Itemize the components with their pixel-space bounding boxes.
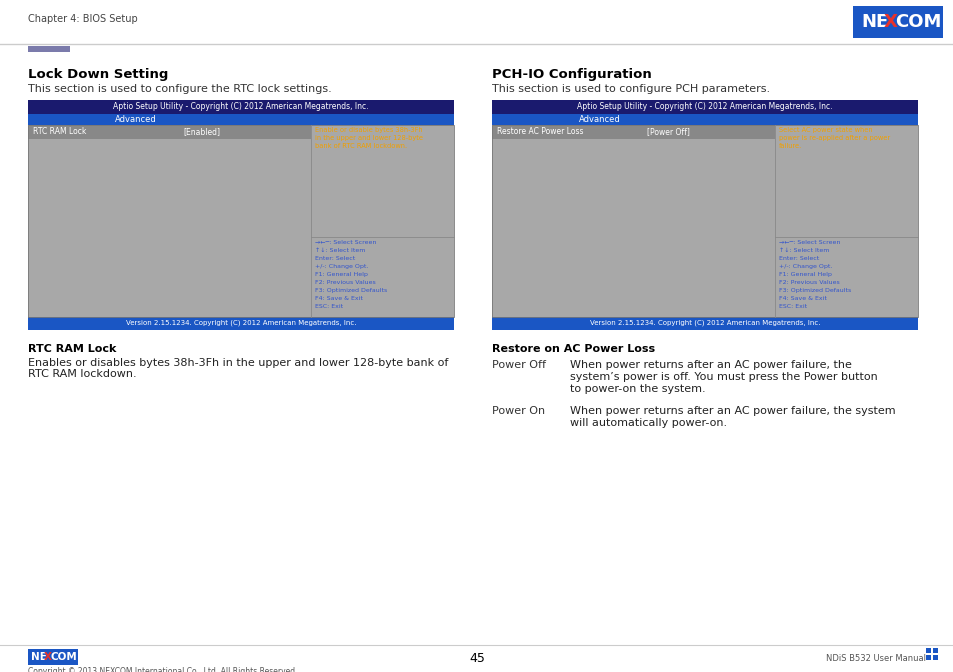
Bar (492, 317, 917, 330)
Text: NDiS B532 User Manual: NDiS B532 User Manual (825, 654, 925, 663)
Text: →←─: Select Screen: →←─: Select Screen (314, 240, 376, 245)
Text: ESC: Exit: ESC: Exit (779, 304, 806, 309)
Text: COM: COM (894, 13, 941, 31)
Text: F2: Previous Values: F2: Previous Values (314, 280, 375, 285)
Text: When power returns after an AC power failure, the: When power returns after an AC power fai… (569, 360, 851, 370)
Text: Advanced: Advanced (114, 115, 156, 124)
Text: Enter: Select: Enter: Select (314, 256, 355, 261)
Text: power is re-applied after a power: power is re-applied after a power (779, 135, 889, 141)
Text: Power On: Power On (492, 406, 544, 416)
Text: RTC RAM Lock: RTC RAM Lock (33, 127, 87, 136)
Bar (492, 125, 917, 317)
Bar (492, 100, 917, 114)
Bar (108, 114, 163, 125)
Text: Advanced: Advanced (578, 115, 619, 124)
Text: F4: Save & Exit: F4: Save & Exit (314, 296, 362, 301)
Text: X: X (44, 652, 52, 662)
Text: Aptio Setup Utility - Copyright (C) 2012 American Megatrends, Inc.: Aptio Setup Utility - Copyright (C) 2012… (113, 102, 369, 111)
Bar (28, 649, 78, 665)
Text: Power Off: Power Off (492, 360, 545, 370)
Text: F3: Optimized Defaults: F3: Optimized Defaults (314, 288, 387, 293)
Text: [Enabled]: [Enabled] (183, 127, 220, 136)
Bar (492, 114, 917, 125)
Text: Enter: Select: Enter: Select (779, 256, 819, 261)
Text: Aptio Setup Utility - Copyright (C) 2012 American Megatrends, Inc.: Aptio Setup Utility - Copyright (C) 2012… (577, 102, 832, 111)
Text: 45: 45 (469, 652, 484, 665)
Bar (492, 125, 774, 139)
Text: in the upper and lower 128-byte: in the upper and lower 128-byte (314, 135, 422, 141)
Text: Enable or disable bytes 38h-3Fh: Enable or disable bytes 38h-3Fh (314, 127, 422, 133)
Text: failure.: failure. (779, 143, 801, 149)
Text: When power returns after an AC power failure, the system: When power returns after an AC power fai… (569, 406, 895, 416)
Text: This section is used to configure PCH parameters.: This section is used to configure PCH pa… (492, 84, 769, 94)
Bar (572, 114, 626, 125)
Text: Select AC power state when: Select AC power state when (779, 127, 872, 133)
Bar (852, 6, 942, 38)
Text: [Power Off]: [Power Off] (646, 127, 689, 136)
Text: F1: General Help: F1: General Help (779, 272, 831, 277)
Text: bank of RTC RAM lockdown.: bank of RTC RAM lockdown. (314, 143, 407, 149)
Bar (492, 125, 917, 317)
Text: ↑↓: Select Item: ↑↓: Select Item (314, 248, 365, 253)
Text: COM: COM (51, 652, 77, 662)
Text: Restore on AC Power Loss: Restore on AC Power Loss (492, 344, 655, 354)
Text: RTC RAM lockdown.: RTC RAM lockdown. (28, 369, 136, 379)
Bar (28, 100, 454, 114)
Text: This section is used to configure the RTC lock settings.: This section is used to configure the RT… (28, 84, 332, 94)
Text: Enables or disables bytes 38h-3Fh in the upper and lower 128-byte bank of: Enables or disables bytes 38h-3Fh in the… (28, 358, 448, 368)
Text: Lock Down Setting: Lock Down Setting (28, 68, 168, 81)
Bar (28, 125, 311, 139)
Text: system’s power is off. You must press the Power button: system’s power is off. You must press th… (569, 372, 877, 382)
Text: +/-: Change Opt.: +/-: Change Opt. (314, 264, 368, 269)
Text: will automatically power-on.: will automatically power-on. (569, 418, 726, 428)
Text: Version 2.15.1234. Copyright (C) 2012 American Megatrends, Inc.: Version 2.15.1234. Copyright (C) 2012 Am… (126, 319, 355, 325)
Bar (932, 655, 937, 660)
Text: Restore AC Power Loss: Restore AC Power Loss (497, 127, 583, 136)
Bar (28, 125, 454, 317)
Text: PCH-IO Configuration: PCH-IO Configuration (492, 68, 651, 81)
Text: →←─: Select Screen: →←─: Select Screen (779, 240, 840, 245)
Text: X: X (883, 13, 897, 31)
Bar (925, 655, 930, 660)
Text: NE: NE (31, 652, 47, 662)
Text: to power-on the system.: to power-on the system. (569, 384, 705, 394)
Text: F3: Optimized Defaults: F3: Optimized Defaults (779, 288, 850, 293)
Text: F1: General Help: F1: General Help (314, 272, 368, 277)
Text: Version 2.15.1234. Copyright (C) 2012 American Megatrends, Inc.: Version 2.15.1234. Copyright (C) 2012 Am… (589, 319, 820, 325)
Text: ESC: Exit: ESC: Exit (314, 304, 343, 309)
Text: Copyright © 2013 NEXCOM International Co., Ltd. All Rights Reserved.: Copyright © 2013 NEXCOM International Co… (28, 667, 297, 672)
Bar (28, 317, 454, 330)
Text: NE: NE (861, 13, 887, 31)
Text: ↑↓: Select Item: ↑↓: Select Item (779, 248, 828, 253)
Bar (925, 648, 930, 653)
Bar (28, 114, 454, 125)
Bar (28, 46, 70, 52)
Text: RTC RAM Lock: RTC RAM Lock (28, 344, 116, 354)
Bar (932, 648, 937, 653)
Text: F2: Previous Values: F2: Previous Values (779, 280, 839, 285)
Text: Chapter 4: BIOS Setup: Chapter 4: BIOS Setup (28, 14, 137, 24)
Text: F4: Save & Exit: F4: Save & Exit (779, 296, 826, 301)
Text: +/-: Change Opt.: +/-: Change Opt. (779, 264, 832, 269)
Bar (28, 125, 454, 317)
